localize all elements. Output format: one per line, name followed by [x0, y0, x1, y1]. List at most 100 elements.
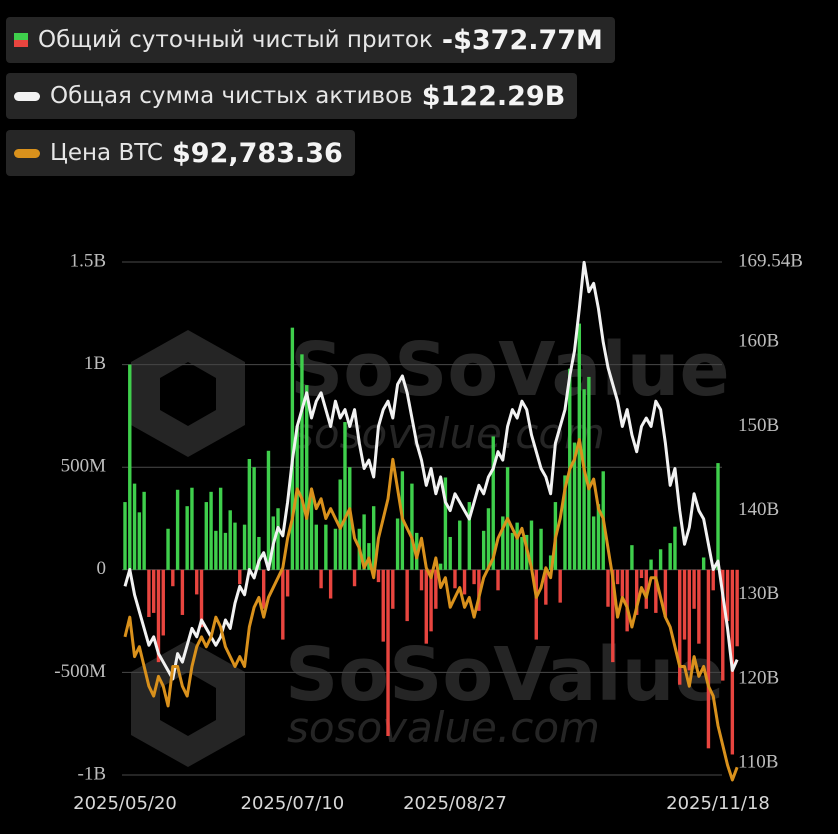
watermark-brand: SoSoValue	[290, 327, 730, 413]
bar	[501, 516, 505, 570]
bar	[376, 569, 381, 583]
bar	[190, 487, 194, 570]
bar	[171, 569, 175, 587]
y2-tick-label: 130B	[738, 583, 779, 604]
watermark-logo	[131, 640, 245, 767]
bar	[630, 545, 634, 570]
bar	[711, 569, 715, 591]
bar	[434, 569, 438, 609]
watermark-site: sosovalue.com	[287, 703, 600, 752]
bar	[587, 376, 591, 570]
y-tick-label: 1.5B	[70, 250, 106, 271]
watermark-logo	[131, 330, 245, 457]
bar	[692, 569, 696, 609]
bar	[290, 327, 295, 570]
bar	[520, 536, 524, 570]
bar	[639, 569, 644, 579]
bar	[151, 569, 156, 613]
bar	[687, 569, 692, 671]
bar	[233, 522, 237, 570]
bar	[606, 569, 610, 607]
bar	[572, 442, 577, 570]
bar	[156, 569, 161, 663]
bar	[625, 569, 629, 632]
bar	[673, 526, 677, 570]
bar	[477, 569, 481, 611]
bar	[223, 532, 228, 570]
bar	[510, 532, 515, 570]
bar	[415, 532, 419, 570]
legend-value: -$372.77M	[441, 24, 603, 56]
bar	[328, 569, 333, 599]
bar	[443, 477, 448, 570]
legend-value: $92,783.36	[172, 137, 343, 169]
bar	[386, 569, 390, 737]
watermark-brand: SoSoValue	[285, 632, 725, 718]
bar	[252, 467, 256, 570]
bar	[515, 522, 519, 570]
bar	[697, 569, 701, 644]
bar	[716, 463, 720, 570]
bar	[161, 569, 165, 636]
bar	[333, 528, 338, 570]
y-tick-label: 0	[97, 558, 107, 579]
bar	[496, 569, 500, 591]
bar	[209, 491, 213, 570]
y2-tick-label: 140B	[738, 499, 779, 520]
bar	[204, 502, 208, 570]
bar	[721, 569, 725, 681]
bar	[725, 569, 730, 622]
y2-tick-label: 150B	[738, 415, 779, 436]
bar	[611, 569, 615, 663]
bar	[300, 354, 304, 570]
bar	[395, 518, 400, 570]
bar	[276, 508, 280, 570]
bar	[438, 563, 443, 570]
bar	[548, 555, 553, 570]
bar	[458, 520, 462, 570]
bar	[132, 483, 137, 570]
bar	[529, 520, 534, 570]
legend-item: Цена BTC $92,783.36	[6, 130, 355, 176]
bar	[324, 524, 328, 570]
bar	[682, 569, 687, 640]
y2-tick-label: 160B	[738, 331, 779, 352]
bar	[228, 510, 232, 570]
bar	[166, 528, 170, 570]
bar	[658, 549, 663, 570]
bar	[142, 491, 146, 570]
legend-label: Общая сумма чистых активов	[50, 83, 413, 109]
legend-item: Общая сумма чистых активов $122.29B	[6, 73, 578, 119]
bar	[424, 569, 428, 644]
bar	[180, 569, 185, 615]
legend-swatch	[14, 33, 28, 47]
bar	[195, 569, 199, 595]
bar	[419, 569, 424, 591]
bar	[486, 508, 491, 570]
bar	[663, 569, 668, 617]
bar	[319, 569, 323, 589]
bar	[305, 385, 309, 570]
bar	[453, 569, 457, 589]
bar	[242, 524, 247, 570]
bar	[462, 569, 467, 595]
legend-swatch	[14, 148, 40, 158]
bar	[128, 364, 132, 570]
bar	[467, 502, 472, 570]
x-tick-label: 2025/05/20	[73, 793, 177, 814]
bar	[582, 389, 586, 570]
x-tick-label: 2025/11/18	[666, 793, 770, 814]
bar	[343, 422, 347, 570]
y2-tick-label: 120B	[738, 667, 779, 688]
y-tick-label: -1B	[78, 763, 107, 784]
bar	[381, 569, 385, 642]
bar	[649, 559, 653, 570]
bar	[481, 530, 486, 570]
bar	[238, 569, 242, 585]
y2-tick-label: 110B	[738, 751, 778, 772]
bar	[654, 569, 658, 613]
bar	[558, 569, 562, 603]
bar	[218, 487, 223, 570]
bar	[596, 504, 601, 570]
